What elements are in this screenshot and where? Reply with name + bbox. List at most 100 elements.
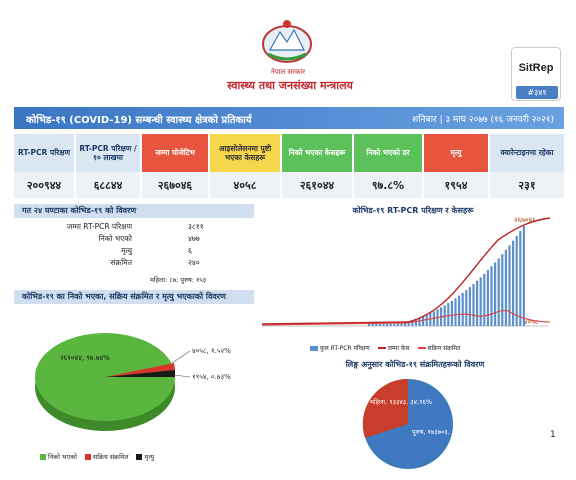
last24-row-value: ४७७ [188,234,200,243]
stat-card: RT-PCR परिक्षण /१० लाखमा ६८८४४ [76,134,140,198]
line-legend: कुल RT-PCR परिक्षण जम्मा केस सक्रिय संक्… [310,344,460,352]
pie-panel-title: कोभिड-१९ का निको भएका, सक्रिय संक्रमित र… [14,290,254,304]
last24-row-label: जम्मा RT-PCR परिक्षण [66,222,132,231]
pie-legend: निको भएको सक्रिय संक्रमित मृत्यु [40,452,154,461]
stat-label: मृत्यु [424,134,488,172]
stat-value: ६८८४४ [76,172,140,198]
stat-value: ४०५८ [210,172,280,198]
test-bar [414,318,417,326]
test-bar [486,270,489,326]
test-bar [490,266,493,326]
title-banner: कोभिड-१९ (COVID-19) सम्बन्धी स्वास्थ्य क… [14,107,564,129]
test-bar [418,317,421,326]
pie-label-deaths: १९५४, ०.७३% [192,373,231,381]
stat-label: जम्मा पोजेटिभ [142,134,208,172]
pie-leader-deaths [173,374,191,378]
test-bar [447,303,450,326]
last24-row-label: संक्रमित [110,258,132,267]
stat-value: १९५४ [424,172,488,198]
legend-active-cases: सक्रिय संक्रमित [417,344,460,352]
last24-row: निको भएको ४७७ [20,234,220,245]
stat-label: निको भएका केसहरू [282,134,352,172]
legend-active: सक्रिय संक्रमित [84,452,128,461]
test-bar [407,321,410,326]
test-bar [375,324,378,326]
stat-card: मृत्यु १९५४ [424,134,488,198]
test-bar [494,262,497,326]
stat-card: जम्मा पोजेटिभ २६७०४६ [142,134,208,198]
test-bar [501,254,504,326]
gender-label-male: पुरुष, १७३७०३, ६५.०४% [412,428,470,436]
stat-label: क्वारेन्टाइनमा रहेका [490,134,564,172]
last24-title: गत २४ घण्टाका कोभिड-१९ को विवरण [14,204,254,218]
test-bar [512,240,515,326]
last24-gender-note: महिला: ८७; पुरुष: १५३ [150,276,207,284]
pie-slice-active [105,363,175,377]
last24-row-label: मृत्यु [120,246,132,255]
stat-card: निको भएको दर ९७.८% [354,134,422,198]
test-bar [454,298,457,326]
pie-slice-deaths [105,370,175,377]
chart-end-label-low: ४०५८ [524,318,539,326]
pie-label-recovered: २६१०४४, ९७.७४% [60,354,110,362]
pie-label-active: ४०५८, १.५२% [192,347,231,355]
last24-row-value: ३८११ [188,222,204,231]
stat-value: २६७०४६ [142,172,208,198]
test-bar [515,235,518,326]
stat-label: आइसोलेसनमा पुष्टी भएका केसहरू [210,134,280,172]
test-bar [504,249,507,326]
stat-card: क्वारेन्टाइनमा रहेका २३१ [490,134,564,198]
tests-cases-chart: २६७०४६ ४०५८ [261,216,551,327]
stat-card: RT-PCR परिक्षण २००९४४ [14,134,74,198]
stat-value: ९७.८% [354,172,422,198]
test-bar [386,324,389,326]
test-bar [393,324,396,326]
test-bar [429,313,432,326]
test-bar [411,320,414,326]
gender-pie-chart: महिला, ९३३४३, ३४.९६% पुरुष, १७३७०३, ६५.०… [362,378,470,469]
test-bar [368,324,371,326]
last24-row: संक्रमित २४० [20,258,220,269]
legend-deaths: मृत्यु [136,452,154,461]
test-bar [425,314,428,326]
stat-value: २६१०४४ [282,172,352,198]
test-bar [378,324,381,326]
test-bar [382,324,385,326]
last24-row: मृत्यु ६ [20,246,220,257]
test-bar [522,226,525,326]
last24-row-label: निको भएको [98,234,132,243]
test-bar [422,316,425,326]
test-bar [396,323,399,326]
test-bar [443,305,446,326]
last24-row-value: २४० [188,258,200,267]
government-label: नेपाल सरकार [270,68,306,76]
stat-label: निको भएको दर [354,134,422,172]
stat-value: २००९४४ [14,172,74,198]
test-bar [458,295,461,326]
legend-tests: कुल RT-PCR परिक्षण [310,344,370,352]
total-cases-line [261,217,551,325]
stat-label: RT-PCR परिक्षण [14,134,74,172]
test-bar [404,322,407,326]
pie-leader-active [171,350,191,364]
test-bar [389,324,392,326]
active-cases-line [261,309,551,326]
test-bar [465,290,468,326]
test-bar [508,245,511,326]
stat-card: निको भएका केसहरू २६१०४४ [282,134,352,198]
line-panel-title: कोभिड-१९ RT-PCR परिक्षण र केसहरू [262,204,564,218]
outcome-pie-chart: २६१०४४, ९७.७४% ४०५८, १.५२% १९५४, ०.७३% [35,333,231,431]
nepal-emblem-icon [262,20,312,63]
stat-value: २३१ [490,172,564,198]
test-bar [371,324,374,326]
page-number: 1 [550,430,556,440]
stat-card: आइसोलेसनमा पुष्टी भएका केसहरू ४०५८ [210,134,280,198]
test-bar [461,292,464,326]
legend-total-cases: जम्मा केस [377,344,410,352]
test-bar [479,277,482,326]
gender-panel-title: लिङ्ग अनुसार कोभिड-१९ संक्रमितहरूको विवर… [300,358,530,372]
sitrep-logo-text: SitRep [518,62,554,74]
last24-row: जम्मा RT-PCR परिक्षण ३८११ [20,222,220,233]
legend-recovered: निको भएको [40,452,77,461]
test-bar [497,258,500,326]
